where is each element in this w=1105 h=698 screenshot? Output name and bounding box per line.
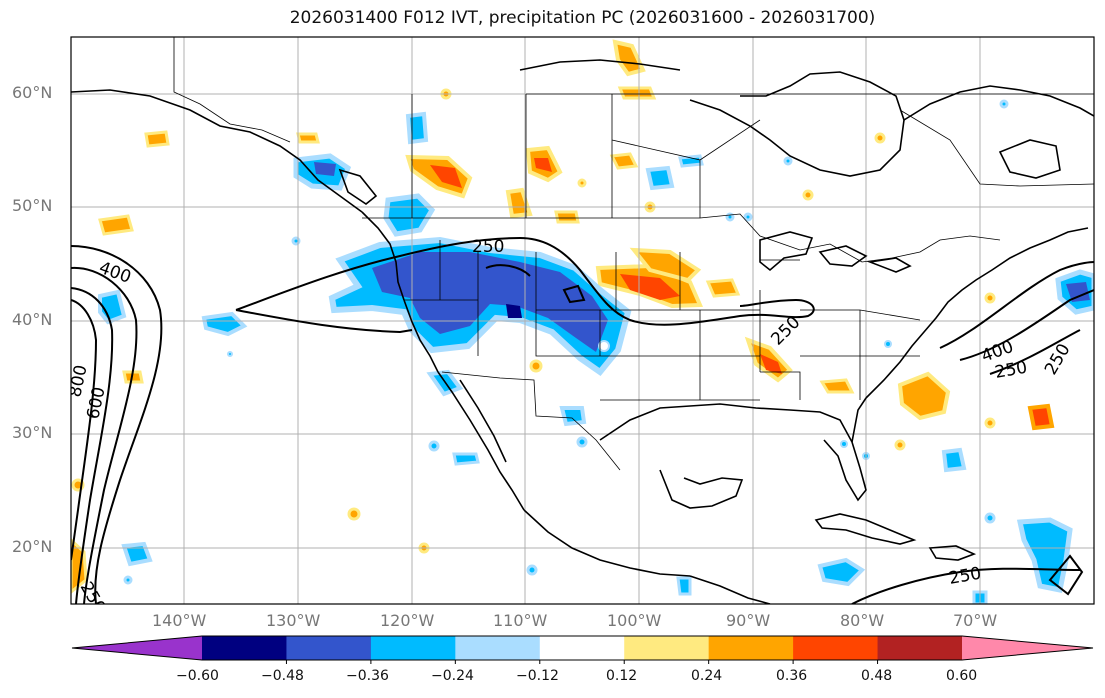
border-canada-provinces <box>411 93 1094 218</box>
colorbar-tick-label: −0.24 <box>431 668 474 684</box>
colorbar-segment <box>793 636 879 660</box>
coast-alaska <box>71 89 363 213</box>
coast-florida <box>851 397 867 443</box>
colorbar-segment <box>539 636 625 660</box>
coast-arctic-islands <box>519 59 681 71</box>
ivt-contour-250-west <box>71 245 163 604</box>
colorbar-tick-label: 0.60 <box>946 668 978 684</box>
lon-label-70w: 70°W <box>953 611 998 630</box>
colorbar-segment <box>202 636 287 660</box>
ivt-contour-rockies <box>485 264 586 304</box>
anomaly-south <box>819 378 855 394</box>
coast-great-lakes <box>759 231 912 273</box>
ivt-contours <box>71 236 1094 604</box>
colorbar-segment <box>708 636 794 660</box>
coast-baja-east <box>459 379 507 463</box>
anomaly-alaska-panhandle <box>405 111 429 145</box>
anomaly-yukon <box>612 39 646 77</box>
lon-label-100w: 100°W <box>607 611 662 630</box>
ivt-contour-250-central <box>235 236 815 334</box>
colorbar-tick-label: 0.48 <box>861 668 893 684</box>
lon-label-90w: 90°W <box>726 611 771 630</box>
coast-central-america <box>689 575 771 604</box>
colorbar-tick-label: 0.36 <box>776 668 808 684</box>
political-borders <box>173 37 1094 471</box>
lat-label-60: 60°N <box>12 83 53 102</box>
lon-label-120w: 120°W <box>380 611 435 630</box>
lon-label-80w: 80°W <box>840 611 885 630</box>
ivt-contour-gulf-small <box>1048 554 1084 596</box>
colorbar-extend-high <box>962 636 1093 660</box>
negative-precip-anomalies <box>98 99 1094 604</box>
coast-baja-west <box>437 371 525 511</box>
coast-hudson-bay <box>689 71 905 177</box>
coast-mexico-west <box>523 509 691 577</box>
coast-cuba <box>814 513 917 545</box>
anomaly-pacific-west <box>98 214 134 236</box>
colorbar-tick-label: −0.48 <box>261 668 304 684</box>
contour-label: 250 <box>472 237 504 257</box>
coast-hispaniola <box>928 545 977 561</box>
anomaly-pacific-offshore <box>201 311 248 337</box>
colorbar-tick-label: −0.60 <box>176 668 219 684</box>
colorbar-segment <box>877 636 963 660</box>
ivt-contour-250-east <box>939 261 1094 375</box>
border-us-states <box>404 240 921 401</box>
coast-atlantic <box>865 227 1089 399</box>
coast-yucatan <box>659 469 744 509</box>
anomaly-iowa <box>705 278 741 298</box>
anomaly-atlantic-east <box>1027 403 1055 431</box>
lon-label-110w: 110°W <box>493 611 548 630</box>
anomaly-dakotas <box>629 247 702 283</box>
colorbar <box>71 635 1094 664</box>
contour-label: 800 <box>65 363 91 399</box>
colorbar-segment <box>286 636 372 660</box>
colorbar-segment <box>455 636 541 660</box>
ivt-contour-800-west <box>71 299 98 561</box>
coast-california <box>403 299 439 373</box>
lon-label-130w: 130°W <box>266 611 321 630</box>
ivt-contour-250-south <box>851 567 1081 604</box>
map-frame <box>70 36 1095 605</box>
lat-label-30: 30°N <box>12 423 53 442</box>
anomaly-pacific-west <box>98 289 127 325</box>
colorbar-tick-label: −0.12 <box>516 668 559 684</box>
colorbar-tick-label: 0.12 <box>606 668 638 684</box>
chart-title: 2026031400 F012 IVT, precipitation PC (2… <box>289 8 876 28</box>
colorbar-extend-low <box>72 636 202 660</box>
coast-newfoundland <box>998 139 1061 179</box>
lat-label-20: 20°N <box>12 537 53 556</box>
anomaly-carolina-coast <box>897 371 951 421</box>
anomaly-pacific-south <box>121 541 153 567</box>
anomaly-caribbean <box>817 557 866 587</box>
lon-label-140w: 140°W <box>152 611 207 630</box>
ivt-contour-600-west <box>71 287 114 604</box>
border-us-mexico <box>441 371 621 471</box>
colorbar-segment <box>624 636 710 660</box>
colorbar-tick-label: 0.24 <box>691 668 723 684</box>
coastlines <box>71 59 1094 604</box>
border-us-canada <box>362 213 1001 263</box>
coast-labrador <box>903 85 1094 121</box>
coast-vancouver-island <box>338 168 378 205</box>
colorbar-tick-label: −0.36 <box>346 668 389 684</box>
ivt-contour-400-west <box>71 266 138 604</box>
lat-label-50: 50°N <box>12 196 53 215</box>
coast-gulf-mexico <box>599 403 867 502</box>
colorbar-segment <box>370 636 456 660</box>
lat-label-40: 40°N <box>12 310 53 329</box>
coast-pacific-northwest <box>361 211 405 301</box>
border-alaska-canada <box>173 37 291 143</box>
colorbar-outline <box>71 635 1094 661</box>
